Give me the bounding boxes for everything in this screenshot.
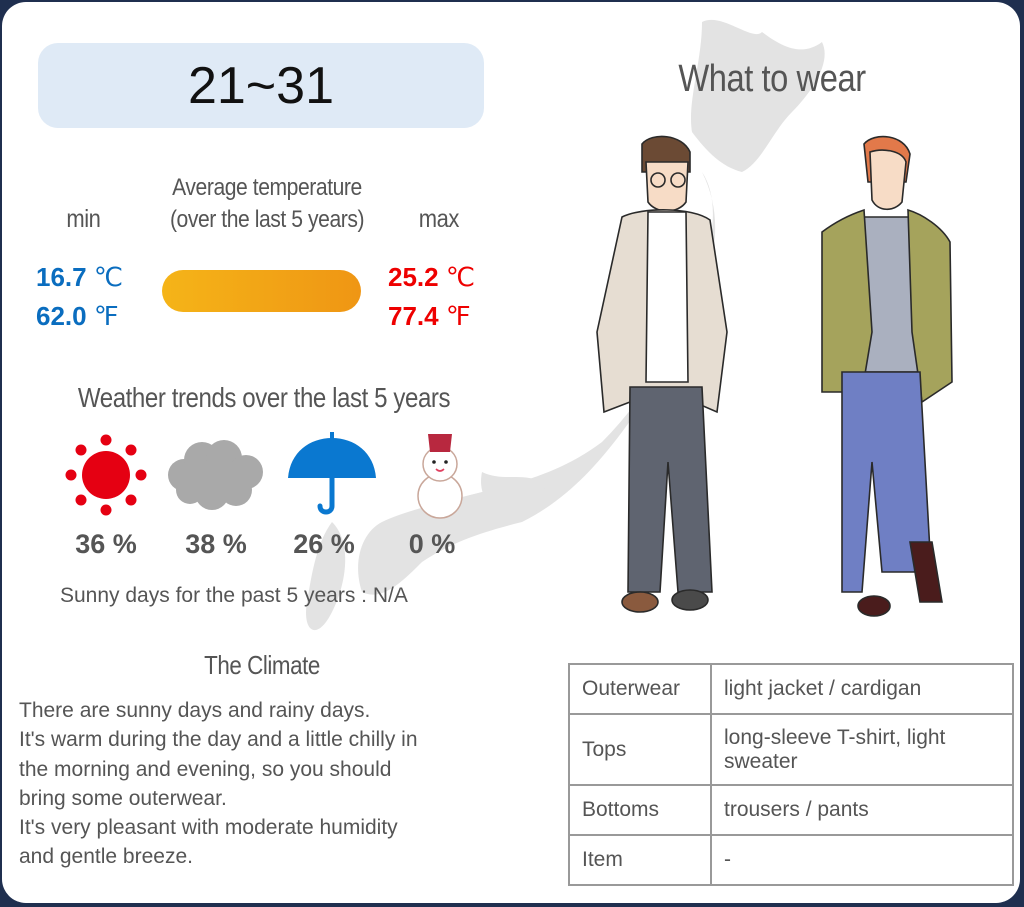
fahrenheit-unit: ℉ <box>93 302 119 331</box>
max-fahrenheit-value: 77.4 <box>388 301 439 331</box>
sun-icon <box>65 434 147 516</box>
snowy-percent: 0 % <box>408 529 456 559</box>
clothing-value: light jacket / cardigan <box>710 663 1014 715</box>
clothing-value: long-sleeve T-shirt, light sweater <box>710 713 1014 786</box>
cloudy-percent: 38 % <box>185 529 247 559</box>
clothing-category: Item <box>568 834 712 886</box>
celsius-unit: ℃ <box>445 263 476 292</box>
fahrenheit-unit: ℉ <box>445 302 471 331</box>
woman-outfit-illustration <box>821 135 953 617</box>
snowman-icon <box>417 434 463 519</box>
min-temperature: 16.7 ℃ 62.0 ℉ <box>36 258 123 336</box>
min-label: min <box>66 205 101 233</box>
min-celsius-value: 16.7 <box>36 262 87 292</box>
avg-temp-title-line1: Average temperature <box>172 174 362 201</box>
max-celsius-value: 25.2 <box>388 262 439 292</box>
clothing-category: Outerwear <box>568 663 712 715</box>
clothing-category: Tops <box>568 713 712 786</box>
max-temperature: 25.2 ℃ 77.4 ℉ <box>388 258 475 336</box>
table-row: Item - <box>568 834 1014 886</box>
umbrella-icon <box>288 432 376 515</box>
clothing-table: Outerwear light jacket / cardigan Tops l… <box>568 663 1014 886</box>
what-to-wear-title: What to wear <box>678 58 866 100</box>
table-row: Bottoms trousers / pants <box>568 784 1014 836</box>
date-range-pill: 21~31 <box>38 43 484 128</box>
sunny-days-note: Sunny days for the past 5 years : N/A <box>60 584 408 607</box>
rainy-percent: 26 % <box>293 529 355 559</box>
avg-temp-title-line2: (over the last 5 years) <box>169 206 365 233</box>
cloud-icon <box>168 440 263 510</box>
celsius-unit: ℃ <box>93 263 124 292</box>
min-fahrenheit-value: 62.0 <box>36 301 87 331</box>
table-row: Outerwear light jacket / cardigan <box>568 663 1014 715</box>
man-outfit-illustration <box>596 135 728 613</box>
climate-title: The Climate <box>204 650 320 680</box>
clothing-value: trousers / pants <box>710 784 1014 836</box>
climate-description: There are sunny days and rainy days. It'… <box>19 699 418 869</box>
avg-temp-title: Average temperature (over the last 5 yea… <box>148 172 386 236</box>
weather-trends-title: Weather trends over the last 5 years <box>77 382 451 413</box>
clothing-category: Bottoms <box>568 784 712 836</box>
max-label: max <box>418 205 460 233</box>
table-row: Tops long-sleeve T-shirt, light sweater <box>568 713 1014 786</box>
temperature-range-bar <box>162 270 361 312</box>
clothing-value: - <box>710 834 1014 886</box>
sunny-percent: 36 % <box>75 529 137 559</box>
